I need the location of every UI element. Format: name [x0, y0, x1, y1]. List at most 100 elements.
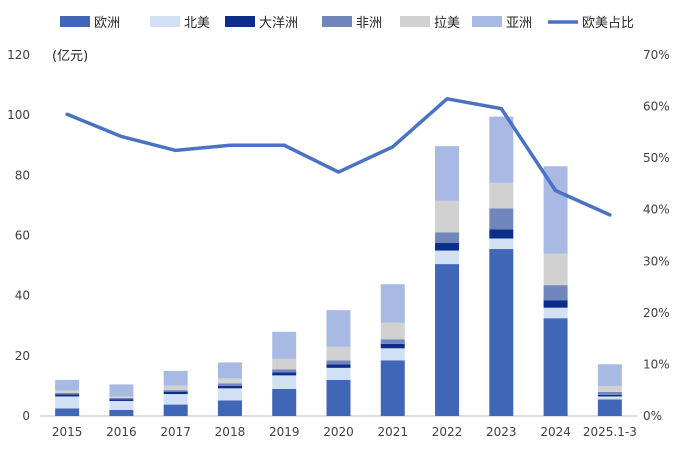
bar-segment	[380, 348, 405, 361]
x-tick-label: 2015	[52, 425, 83, 439]
bar-segment	[435, 243, 460, 251]
x-tick-label: 2025.1-3	[583, 425, 637, 439]
y-left-tick-label: 0	[22, 409, 30, 423]
bar-segment	[55, 379, 80, 391]
bar-segment	[380, 343, 405, 349]
bar-segment	[55, 408, 80, 416]
x-tick-label: 2023	[486, 425, 517, 439]
y-left-tick-label: 40	[15, 289, 30, 303]
bar-segment	[272, 388, 297, 416]
bar-segment	[543, 300, 568, 308]
legend-swatch	[472, 16, 502, 27]
bar-segment	[163, 370, 188, 386]
x-tick-label: 2018	[215, 425, 246, 439]
y-right-tick-label: 60%	[643, 100, 670, 114]
bar-segment	[163, 391, 188, 395]
bar-segment	[489, 249, 514, 416]
y-right-tick-label: 70%	[643, 48, 670, 62]
y-left-tick-label: 60	[15, 229, 30, 243]
bar-segment	[109, 397, 134, 400]
ratio-line-point	[229, 144, 231, 146]
ratio-line-point	[338, 171, 339, 173]
bar-segment	[217, 388, 242, 401]
x-tick-label: 2019	[269, 425, 300, 439]
bar-segment	[435, 146, 460, 201]
ratio-line-point	[500, 108, 502, 110]
bar-segment	[543, 307, 568, 319]
y-right-tick-label: 10%	[643, 357, 670, 371]
bar-segment	[380, 284, 405, 323]
stacked-bars	[55, 116, 622, 416]
ratio-line-point	[555, 190, 557, 192]
ratio-line-point	[283, 144, 285, 146]
y-axis-unit-label: (亿元)	[52, 49, 88, 64]
bar-segment	[272, 369, 297, 373]
bar-segment	[435, 232, 460, 244]
bar-segment	[217, 383, 242, 386]
bar-segment	[272, 331, 297, 359]
ratio-line-point	[609, 214, 611, 216]
legend-label: 欧洲	[94, 16, 120, 31]
bar-segment	[597, 399, 622, 416]
legend-label: 拉美	[434, 16, 460, 31]
legend-swatch	[225, 16, 255, 27]
y-right-tick-label: 40%	[643, 203, 670, 217]
bar-segment	[217, 385, 242, 389]
y-left-tick-label: 100	[7, 108, 30, 122]
bar-segment	[109, 399, 134, 401]
bar-segment	[326, 310, 351, 347]
x-tick-label: 2017	[160, 425, 191, 439]
legend-swatch	[60, 16, 90, 27]
legend-swatch	[400, 16, 430, 27]
ratio-line	[65, 97, 612, 217]
bar-segment	[380, 322, 405, 340]
bar-segment	[489, 238, 514, 250]
bar-segment	[435, 264, 460, 416]
bar-segment	[272, 358, 297, 370]
bar-segment	[217, 378, 242, 384]
bar-segment	[55, 394, 80, 397]
bar-segment	[163, 390, 188, 392]
y-right-tick-label: 50%	[643, 151, 670, 165]
bar-segment	[163, 404, 188, 416]
y-right-tick-label: 0%	[643, 409, 662, 423]
bar-segment	[597, 391, 622, 395]
y-left-tick-label: 120	[7, 48, 30, 62]
bar-segment	[543, 285, 568, 301]
bar-segment	[543, 318, 568, 416]
bar-segment	[489, 182, 514, 209]
bar-segment	[272, 375, 297, 389]
legend-label: 北美	[184, 16, 210, 31]
legend-label: 大洋洲	[259, 16, 298, 31]
bar-segment	[597, 394, 622, 397]
ratio-line-point	[120, 135, 122, 137]
chart-legend: 欧洲 北美 大洋洲 非洲 拉美 亚洲 欧美占比	[60, 16, 634, 31]
bar-segment	[109, 396, 134, 398]
x-tick-label: 2022	[432, 425, 463, 439]
legend-label: 非洲	[356, 16, 382, 31]
x-tick-label: 2024	[540, 425, 571, 439]
bar-segment	[489, 229, 514, 239]
ratio-line-point	[392, 146, 394, 148]
bar-segment	[326, 360, 351, 365]
bar-segment	[380, 360, 405, 416]
bar-segment	[163, 385, 188, 391]
bar-segment	[489, 116, 514, 183]
bar-segment	[435, 200, 460, 233]
ratio-line-point	[175, 149, 177, 151]
legend-label: 亚洲	[506, 16, 532, 31]
bar-segment	[55, 396, 80, 409]
bar-segment	[109, 409, 134, 416]
x-tick-label: 2021	[377, 425, 408, 439]
bar-segment	[435, 250, 460, 265]
x-tick-label: 2016	[106, 425, 137, 439]
y-right-tick-label: 20%	[643, 306, 670, 320]
bar-segment	[597, 364, 622, 386]
bar-segment	[217, 400, 242, 416]
bar-segment	[55, 390, 80, 393]
y-left-tick-label: 80	[15, 168, 30, 182]
legend-label: 欧美占比	[582, 16, 634, 31]
ratio-line-path	[65, 97, 612, 217]
tick-labels: 0 20 40 60 80 100 120 0% 10% 20% 30% 40% 50% 60% 70% 20…	[7, 48, 670, 439]
